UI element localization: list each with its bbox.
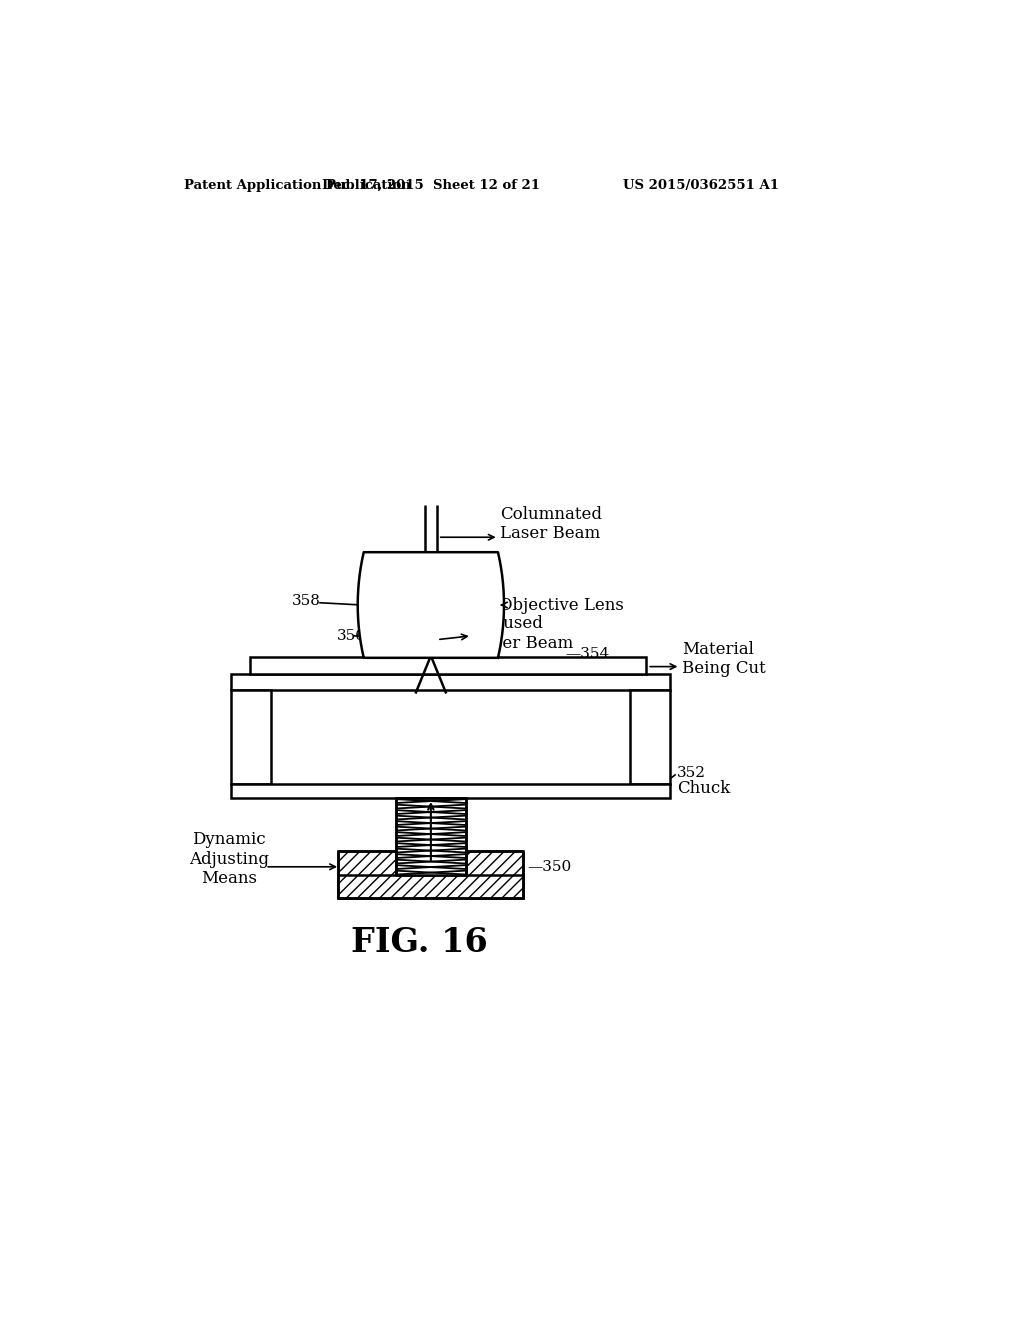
Polygon shape (230, 784, 670, 797)
Text: US 2015/0362551 A1: US 2015/0362551 A1 (624, 178, 779, 191)
Text: Focused
Laser Beam: Focused Laser Beam (473, 615, 573, 652)
Polygon shape (466, 851, 523, 898)
Polygon shape (630, 689, 670, 784)
Text: 358: 358 (292, 594, 322, 609)
Text: Patent Application Publication: Patent Application Publication (184, 178, 412, 191)
Polygon shape (230, 689, 270, 784)
Polygon shape (339, 851, 396, 898)
Text: Objective Lens: Objective Lens (499, 597, 624, 614)
Text: 352: 352 (677, 766, 707, 780)
Polygon shape (396, 797, 466, 875)
Polygon shape (230, 675, 670, 689)
Text: FIG. 16: FIG. 16 (351, 925, 487, 958)
Text: Chuck: Chuck (677, 780, 730, 797)
Text: 356: 356 (337, 628, 366, 643)
Text: Material
Being Cut: Material Being Cut (682, 640, 766, 677)
Polygon shape (250, 657, 646, 675)
Text: —354: —354 (565, 647, 610, 661)
Text: Dynamic
Adjusting
Means: Dynamic Adjusting Means (189, 832, 269, 887)
Polygon shape (339, 875, 523, 898)
Text: —360: —360 (444, 557, 489, 572)
Text: Dec. 17, 2015  Sheet 12 of 21: Dec. 17, 2015 Sheet 12 of 21 (322, 178, 540, 191)
Polygon shape (357, 552, 504, 657)
Text: —350: —350 (527, 859, 571, 874)
Text: Columnated
Laser Beam: Columnated Laser Beam (500, 506, 602, 543)
